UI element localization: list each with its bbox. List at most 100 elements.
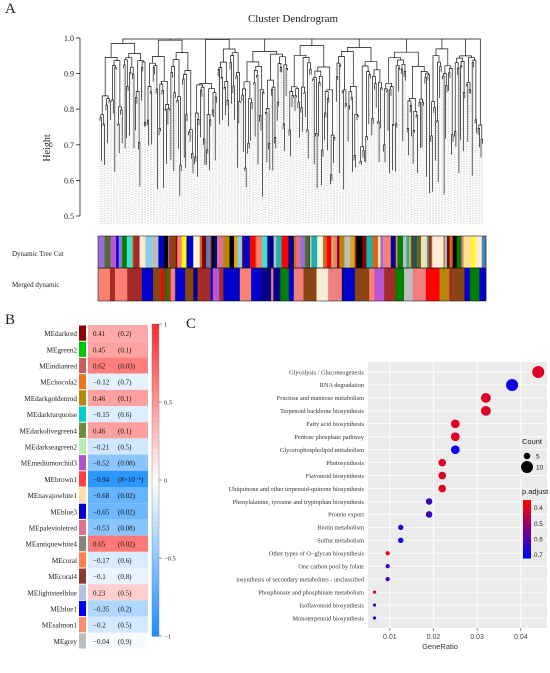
module-color-swatch <box>79 584 86 600</box>
tree-cut-segment <box>411 236 418 268</box>
module-name: MEsalmon1 <box>42 622 78 630</box>
colorscale-step <box>152 443 159 450</box>
colorscale-step <box>152 438 159 445</box>
tree-cut-segment <box>326 236 332 268</box>
tree-cut-segment <box>237 236 243 268</box>
p-value: (0.03) <box>118 363 136 371</box>
module-name: MEdarkturquoise <box>27 411 77 419</box>
colorscale-step <box>152 412 159 419</box>
correlation-value: 0.62 <box>93 363 106 371</box>
tree-cut-segment <box>310 236 312 268</box>
padj-legend-step <box>523 550 531 553</box>
heatmap-cell <box>88 422 148 439</box>
tree-cut-segment <box>104 236 111 268</box>
merged-segment <box>223 268 237 301</box>
p-value: (0.6) <box>118 411 132 419</box>
padj-legend-step <box>523 529 531 532</box>
module-color-swatch <box>79 357 86 374</box>
padj-legend-step <box>523 552 531 555</box>
merged-segment <box>119 268 128 301</box>
merged-segment <box>167 268 172 301</box>
colorscale-step <box>152 402 159 408</box>
pathway-label: RNA degradation <box>320 382 365 389</box>
height-axis-label: Height <box>42 134 53 161</box>
pathway-point <box>506 378 519 391</box>
correlation-value: 0.65 <box>93 541 106 549</box>
module-name: MEgrey <box>53 638 77 646</box>
colorscale-step <box>152 552 159 559</box>
pathway-label: Pentose phosphate pathway <box>294 434 364 441</box>
tree-cut-segment <box>242 236 244 268</box>
colorscale-step <box>152 568 159 575</box>
padj-legend-step <box>523 538 531 542</box>
module-name: MEcoral <box>52 557 77 565</box>
dendrogram-leaves <box>99 67 483 224</box>
colorscale-step <box>152 344 159 351</box>
merged-segment <box>395 268 405 301</box>
merged-segment <box>384 268 396 301</box>
padj-legend-step <box>523 532 531 536</box>
tree-cut-segment <box>420 236 428 268</box>
plot-gridlines <box>368 362 547 628</box>
module-name: MEdarkgoldenrod <box>24 395 77 403</box>
p-value: (0.02) <box>118 508 136 516</box>
tree-cut-segment <box>443 236 446 268</box>
p-value: (0.9) <box>118 638 132 646</box>
padj-legend-tick-label: 0.4 <box>534 505 543 512</box>
pathway-point <box>438 484 447 493</box>
colorbar-frame-2 <box>97 267 487 302</box>
tree-cut-segment <box>337 236 340 268</box>
pathway-label: iosynthesis of secondary metabolites - u… <box>236 576 365 583</box>
merged-segment <box>219 268 224 301</box>
dendrogram-title: Cluster Dendrogram <box>248 13 339 25</box>
padj-legend-step <box>523 505 531 509</box>
padj-legend-step <box>523 556 531 559</box>
padj-legend-title: p.adjust <box>522 487 549 496</box>
tree-cut-segment <box>426 236 430 268</box>
pathway-point <box>480 405 491 416</box>
heatmap-cell <box>88 454 148 471</box>
pathway-point <box>372 603 377 607</box>
correlation-value: −0.68 <box>93 492 110 500</box>
colorscale-step <box>152 578 159 585</box>
tree-cut-segment <box>293 236 297 268</box>
tree-cut-segment <box>452 236 458 268</box>
heatmap-cell <box>88 535 148 552</box>
tree-cut-segment <box>300 236 306 268</box>
heatmap-cell <box>88 373 148 390</box>
merged-segment <box>479 268 487 301</box>
colorscale-step <box>152 495 159 502</box>
merged-segment <box>109 268 116 301</box>
pathway-label: Monoterpenoid biosynthesis <box>292 615 364 622</box>
module-name: MEgreen2 <box>47 346 78 354</box>
correlation-value: −0.12 <box>93 379 110 387</box>
pathway-point <box>438 471 447 480</box>
tree-cut-segment <box>449 236 453 268</box>
tree-cut-segment <box>211 236 215 268</box>
merged-segment <box>288 268 295 301</box>
padj-legend-step <box>523 536 531 540</box>
padj-legend-step <box>523 500 531 503</box>
colorscale-step <box>152 625 159 632</box>
padj-legend-step <box>523 525 531 528</box>
plot-legend: Count 5 10 p.adjust 0.4 0.5 0.6 0.7 <box>521 437 549 559</box>
tree-cut-segment <box>217 236 224 268</box>
heatmap-cell <box>88 600 148 617</box>
merged-segment <box>164 268 168 301</box>
padj-legend-tick-label: 0.5 <box>534 521 543 528</box>
tree-cut-segment <box>229 236 235 268</box>
correlation-value: 0.46 <box>93 427 106 435</box>
pathway-point <box>425 511 433 518</box>
p-value: (8×10⁻⁶) <box>118 476 144 484</box>
padj-legend-step <box>523 519 531 522</box>
tree-cut-segment <box>202 236 207 268</box>
tree-cut-segment <box>416 236 422 268</box>
pathway-label: Sulfur metabolism <box>317 538 364 545</box>
colorscale-step <box>152 381 159 387</box>
pathway-point <box>372 590 377 594</box>
pathway-point <box>385 577 390 582</box>
colorscale-step <box>152 615 159 621</box>
padj-legend-step <box>523 523 531 526</box>
tree-cut-segment <box>139 236 146 268</box>
merged-segment <box>316 268 329 301</box>
